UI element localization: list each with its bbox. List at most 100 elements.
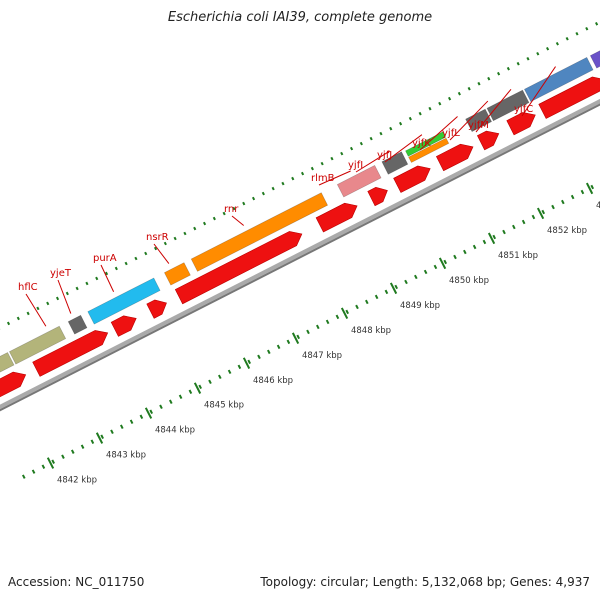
outer-minor-tick	[438, 101, 442, 106]
gene-arrow-minus	[367, 186, 388, 207]
gene-leader-line	[521, 66, 556, 117]
scale-minor-tick	[178, 394, 183, 400]
outer-minor-tick	[202, 221, 207, 226]
scale-minor-tick	[237, 364, 242, 370]
outer-minor-tick	[310, 166, 314, 171]
gene-leader-line	[318, 170, 351, 186]
scale-label: 4846 kbp	[253, 376, 293, 386]
gene-label: yjfJ	[377, 150, 392, 161]
scale-label: 4850 kbp	[449, 276, 489, 286]
scale-label: 4845 kbp	[204, 401, 244, 411]
outer-minor-tick	[46, 301, 50, 306]
outer-minor-tick	[16, 316, 20, 321]
outer-minor-tick	[340, 151, 344, 156]
scale-minor-tick	[580, 189, 585, 195]
outer-minor-tick	[124, 261, 128, 266]
scale-minor-tick	[110, 429, 114, 434]
kbp-scale: 4842 kbp 4843 kbp 4844 kbp 4845 kbp 4846 kbp…	[21, 182, 600, 486]
scale-major-tick	[487, 232, 496, 245]
gene-bar-cyan	[87, 277, 161, 325]
scale-minor-tick	[119, 424, 124, 429]
gene-leader-line	[100, 264, 115, 292]
outer-minor-tick	[408, 116, 412, 121]
gene-leader-line	[57, 279, 72, 314]
gene-label: yjfC	[514, 104, 533, 115]
outer-minor-tick	[242, 201, 246, 206]
scale-minor-tick	[482, 239, 487, 245]
gene-labels: hflC yjeT purA nsrR rnr rlmB yjfI yjfJ yjfK yjfL y…	[18, 66, 556, 327]
gene-label: hflC	[18, 282, 38, 293]
outer-minor-tick	[163, 241, 167, 246]
gene-arrow-minus	[538, 76, 600, 119]
scale-minor-tick	[257, 354, 261, 360]
scale-major-tick	[536, 207, 545, 220]
gene-leader-line	[449, 100, 489, 141]
outer-minor-tick	[418, 111, 422, 116]
scale-minor-tick	[70, 449, 75, 454]
outer-minor-tick	[134, 256, 138, 261]
scale-minor-tick	[208, 379, 212, 385]
outer-minor-tick	[516, 61, 520, 66]
outer-minor-tick	[565, 36, 569, 41]
scale-major-tick	[585, 182, 594, 195]
gene-label: yjeT	[50, 268, 72, 279]
scale-minor-tick	[139, 414, 144, 420]
outer-minor-tick	[555, 41, 559, 46]
outer-minor-tick	[222, 211, 226, 216]
gene-bar-orange	[408, 137, 450, 163]
scale-minor-tick	[502, 229, 506, 235]
gene-bar-orange	[163, 262, 191, 286]
gene-leader-line	[231, 215, 245, 226]
outer-minor-tick	[457, 91, 461, 96]
gene-bar-gray	[486, 89, 530, 122]
scale-minor-tick	[227, 369, 232, 375]
scale-major-tick	[193, 382, 202, 394]
outer-minor-tick	[477, 81, 481, 86]
outer-minor-tick	[398, 121, 403, 126]
outer-minor-tick	[232, 206, 236, 211]
gene-leader-line	[153, 243, 170, 264]
gene-label: purA	[93, 253, 117, 264]
scale-minor-tick	[433, 264, 438, 270]
gene-label: yjfM	[468, 120, 489, 131]
outer-minor-tick	[379, 131, 383, 136]
scale-minor-tick	[521, 219, 526, 225]
gene-leader-line	[25, 293, 47, 327]
gene-label: yjfI	[348, 160, 363, 171]
scale-minor-tick	[31, 469, 36, 474]
outer-minor-tick	[546, 46, 550, 51]
scale-minor-tick	[561, 199, 565, 205]
outer-minor-tick	[349, 146, 354, 151]
outer-minor-tick	[26, 311, 30, 316]
scale-label: 4843 kbp	[106, 451, 146, 461]
scale-label: 4852 kbp	[547, 226, 587, 236]
scale-major-tick	[438, 257, 447, 270]
outer-minor-tick	[173, 236, 177, 241]
scale-minor-tick	[296, 334, 301, 340]
scale-minor-tick	[168, 399, 173, 405]
scale-minor-tick	[394, 284, 399, 290]
scale-minor-tick	[355, 304, 359, 310]
outer-minor-tick	[36, 306, 40, 311]
outer-minor-tick	[497, 71, 501, 76]
scale-minor-tick	[472, 244, 477, 250]
outer-minor-tick	[320, 161, 324, 166]
gene-bar-purple	[589, 50, 600, 69]
scale-minor-tick	[541, 209, 546, 215]
gene-arrow-minus	[110, 315, 137, 337]
outer-minor-tick	[271, 186, 275, 191]
scale-minor-tick	[100, 434, 104, 439]
scale-minor-tick	[531, 214, 536, 220]
scale-minor-tick	[325, 319, 330, 325]
outer-minor-tick	[75, 286, 79, 291]
gene-bar-pink	[336, 164, 382, 198]
scale-minor-tick	[286, 339, 291, 345]
outer-minor-tick	[114, 266, 118, 271]
scale-minor-tick	[384, 289, 389, 295]
scale-minor-tick	[404, 279, 408, 285]
scale-minor-tick	[512, 224, 516, 230]
gene-leader-line	[384, 134, 423, 163]
gene-bar-gray	[67, 314, 88, 335]
scale-label: 4847 kbp	[302, 351, 342, 361]
scale-major-tick	[144, 407, 153, 419]
